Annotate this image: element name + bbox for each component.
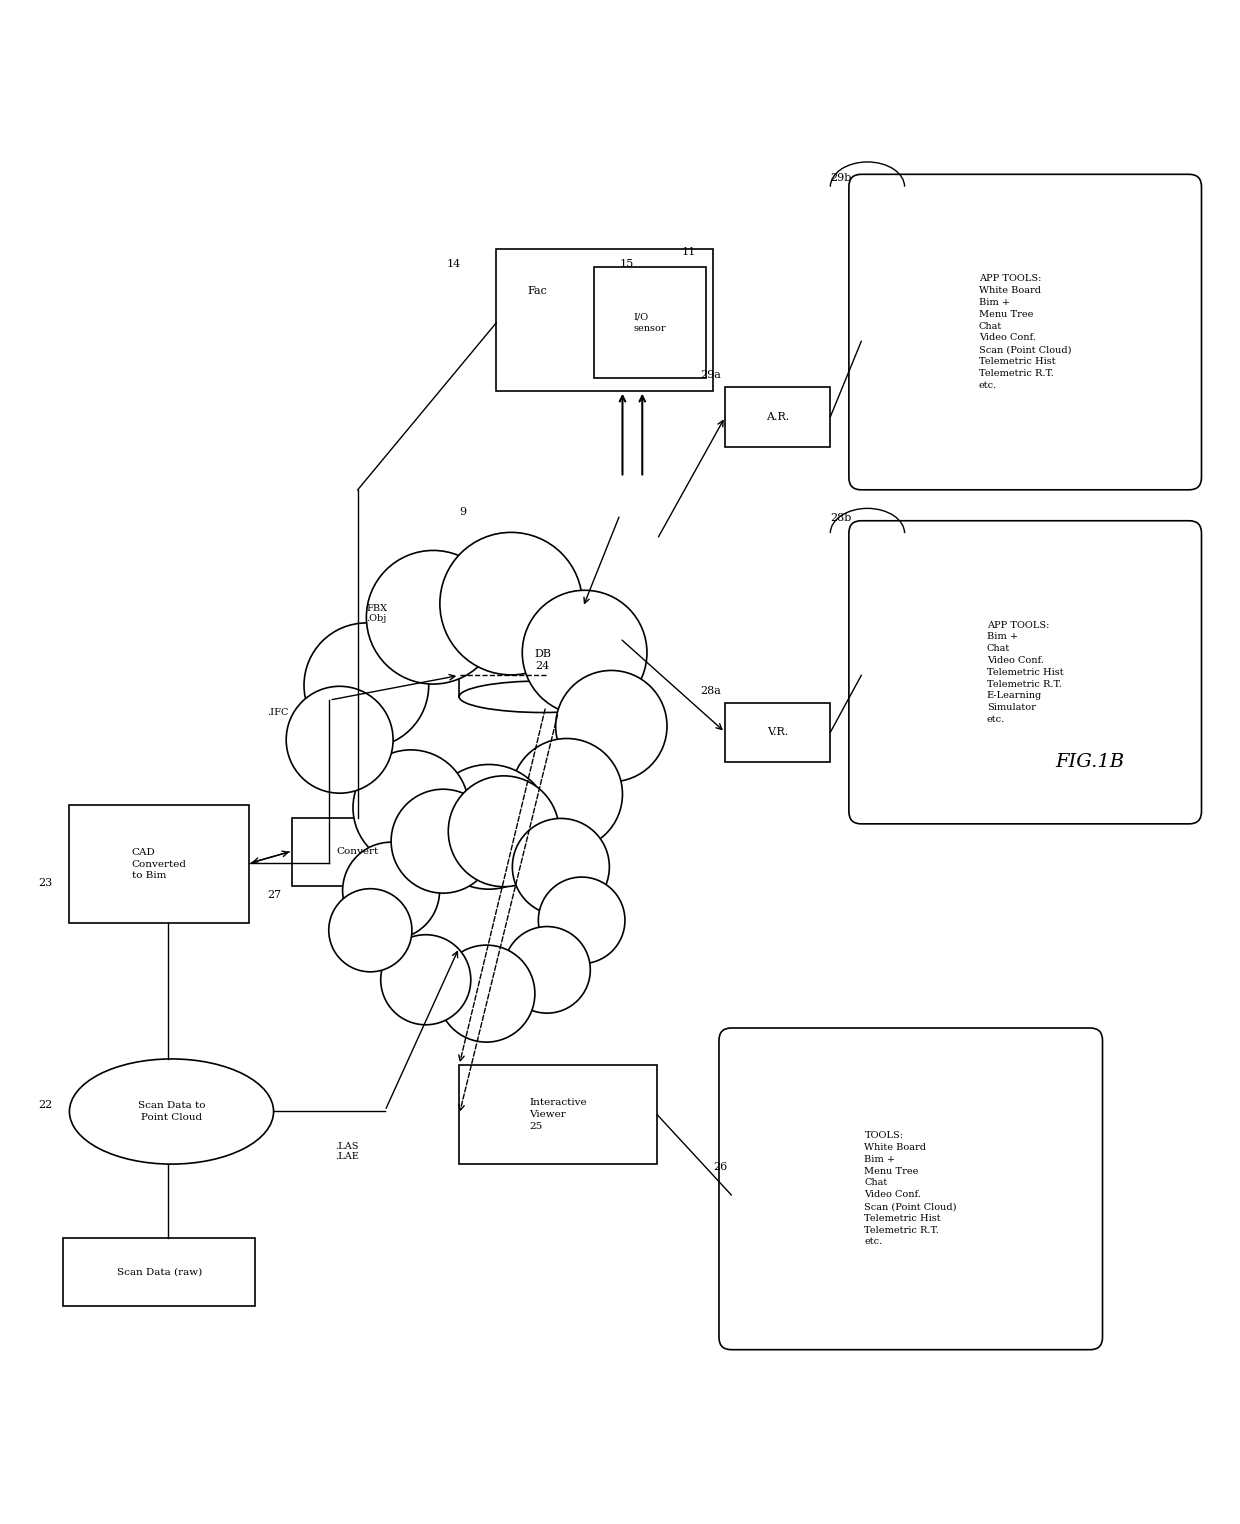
Ellipse shape bbox=[69, 1059, 274, 1164]
Circle shape bbox=[449, 776, 559, 887]
Circle shape bbox=[391, 789, 495, 893]
Circle shape bbox=[438, 945, 534, 1042]
FancyBboxPatch shape bbox=[849, 174, 1202, 489]
Circle shape bbox=[538, 876, 625, 963]
Text: 22: 22 bbox=[38, 1100, 53, 1111]
Text: 14: 14 bbox=[446, 259, 461, 270]
FancyBboxPatch shape bbox=[725, 387, 831, 447]
Text: FIG.1B: FIG.1B bbox=[1055, 753, 1125, 771]
Text: I/O
sensor: I/O sensor bbox=[634, 312, 666, 334]
FancyBboxPatch shape bbox=[725, 703, 831, 762]
Circle shape bbox=[522, 590, 647, 715]
FancyBboxPatch shape bbox=[63, 1239, 255, 1306]
Circle shape bbox=[353, 750, 469, 866]
Circle shape bbox=[342, 843, 440, 939]
Text: 15: 15 bbox=[620, 259, 634, 270]
Text: 28a: 28a bbox=[701, 686, 722, 696]
Text: 29a: 29a bbox=[701, 370, 722, 381]
Bar bbox=[459, 623, 626, 696]
Circle shape bbox=[512, 818, 609, 916]
Circle shape bbox=[286, 686, 393, 792]
Text: 11: 11 bbox=[682, 247, 696, 256]
FancyBboxPatch shape bbox=[459, 1065, 657, 1164]
Text: V.R.: V.R. bbox=[768, 727, 789, 738]
FancyBboxPatch shape bbox=[719, 1029, 1102, 1350]
Text: 9: 9 bbox=[459, 506, 466, 517]
Text: 27: 27 bbox=[268, 890, 281, 901]
FancyBboxPatch shape bbox=[293, 818, 422, 885]
Circle shape bbox=[427, 765, 552, 888]
Text: 23: 23 bbox=[38, 878, 53, 887]
Text: .IFC: .IFC bbox=[268, 709, 289, 716]
Circle shape bbox=[304, 623, 429, 748]
Circle shape bbox=[511, 739, 622, 850]
Circle shape bbox=[329, 888, 412, 972]
Text: APP TOOLS:
White Board
Bim +
Menu Tree
Chat
Video Conf.
Scan (Point Cloud)
Telem: APP TOOLS: White Board Bim + Menu Tree C… bbox=[978, 274, 1071, 390]
Text: Fac: Fac bbox=[527, 285, 547, 296]
Circle shape bbox=[556, 671, 667, 782]
Text: 26: 26 bbox=[713, 1163, 727, 1172]
Text: 28b: 28b bbox=[831, 512, 852, 523]
Ellipse shape bbox=[459, 681, 626, 713]
Text: 29b: 29b bbox=[831, 172, 852, 183]
Text: FBX
.Obj: FBX .Obj bbox=[366, 604, 387, 623]
FancyBboxPatch shape bbox=[69, 805, 249, 924]
FancyBboxPatch shape bbox=[849, 521, 1202, 824]
Text: CAD
Converted
to Bim: CAD Converted to Bim bbox=[131, 847, 187, 881]
Circle shape bbox=[381, 934, 471, 1024]
Text: DB
24: DB 24 bbox=[534, 649, 551, 671]
Ellipse shape bbox=[459, 608, 626, 639]
Circle shape bbox=[440, 532, 583, 675]
FancyBboxPatch shape bbox=[594, 267, 707, 378]
Text: APP TOOLS:
Bim +
Chat
Video Conf.
Telemetric Hist
Telemetric R.T.
E-Learning
Sim: APP TOOLS: Bim + Chat Video Conf. Teleme… bbox=[987, 620, 1064, 724]
Circle shape bbox=[503, 927, 590, 1013]
FancyBboxPatch shape bbox=[496, 248, 713, 390]
Text: A.R.: A.R. bbox=[766, 411, 790, 422]
Text: Scan Data (raw): Scan Data (raw) bbox=[117, 1268, 202, 1277]
Text: Convert: Convert bbox=[336, 847, 378, 856]
Text: Scan Data to
Point Cloud: Scan Data to Point Cloud bbox=[138, 1102, 206, 1122]
Text: .LAS
.LAE: .LAS .LAE bbox=[336, 1141, 360, 1161]
Text: TOOLS:
White Board
Bim +
Menu Tree
Chat
Video Conf.
Scan (Point Cloud)
Telemetri: TOOLS: White Board Bim + Menu Tree Chat … bbox=[864, 1131, 957, 1247]
Circle shape bbox=[366, 550, 500, 684]
Text: Interactive
Viewer
25: Interactive Viewer 25 bbox=[529, 1099, 587, 1131]
